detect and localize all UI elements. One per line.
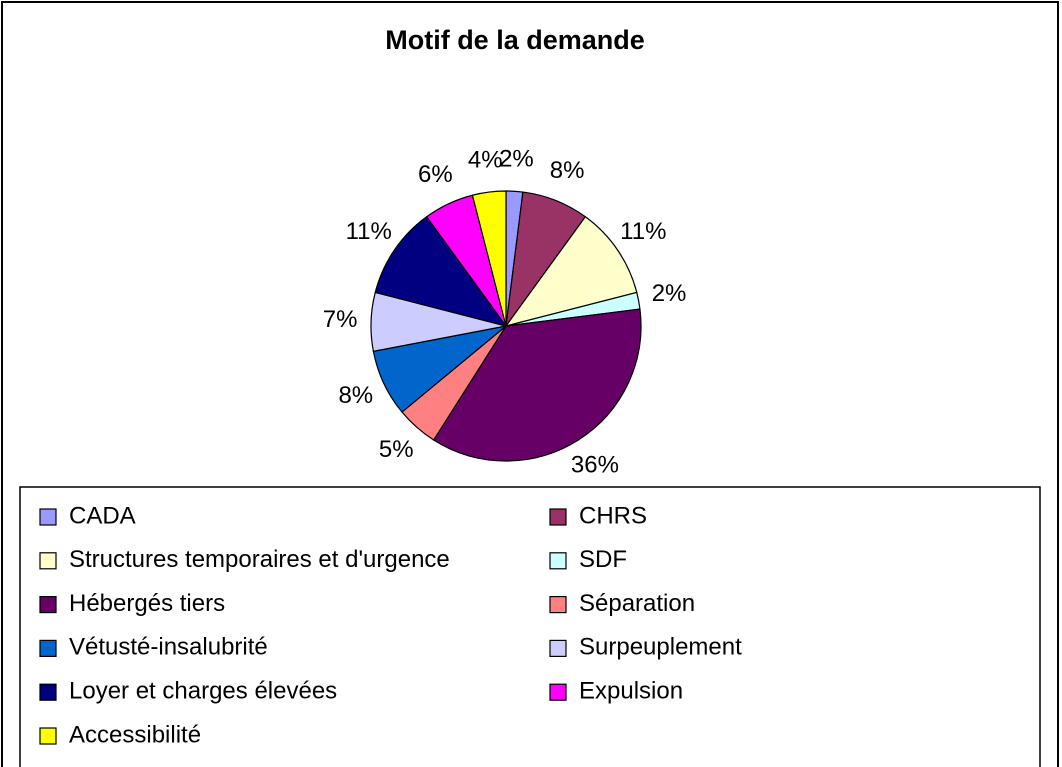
data-label: 6%: [418, 161, 453, 188]
legend-label: Expulsion: [579, 678, 683, 705]
data-label: 11%: [620, 218, 666, 245]
data-label: 4%: [468, 147, 503, 174]
legend-swatch: [39, 683, 57, 701]
legend-swatch: [39, 552, 57, 570]
legend-label: SDF: [579, 546, 627, 573]
legend-swatch: [39, 727, 57, 745]
legend-swatch: [549, 683, 567, 701]
legend-swatch: [39, 639, 57, 658]
legend-box: [19, 486, 1041, 767]
legend-swatch: [39, 508, 57, 526]
legend-label: Hébergés tiers: [69, 590, 225, 617]
pie-slice: [374, 215, 508, 327]
chart-title: Motif de la demande: [385, 25, 645, 55]
legend-label: Structures temporaires et d'urgence: [69, 546, 450, 573]
legend-label: Accessibilité: [69, 721, 201, 748]
data-label: 5%: [379, 436, 414, 463]
legend-label: Vétusté-insalubrité: [69, 634, 268, 661]
legend-swatch: [39, 595, 57, 614]
pie-slice: [432, 308, 642, 462]
data-label: 2%: [652, 280, 687, 307]
data-label: 11%: [346, 218, 392, 245]
data-label: 7%: [323, 306, 358, 333]
legend-swatch: [549, 552, 567, 570]
pie-slice: [504, 215, 638, 327]
legend-swatch: [549, 595, 567, 614]
data-label: 8%: [338, 382, 373, 409]
pie-slice: [471, 190, 507, 327]
legend-label: CHRS: [579, 502, 647, 529]
legend-label: Séparation: [579, 590, 695, 617]
legend-label: Surpeuplement: [579, 634, 742, 661]
data-label: 8%: [550, 157, 585, 184]
legend-swatch: [549, 639, 567, 658]
data-label: 2%: [499, 146, 534, 173]
legend-label: CADA: [69, 502, 136, 529]
legend-swatch: [549, 508, 567, 526]
legend-label: Loyer et charges élevées: [69, 678, 337, 705]
data-label: 36%: [571, 452, 619, 479]
